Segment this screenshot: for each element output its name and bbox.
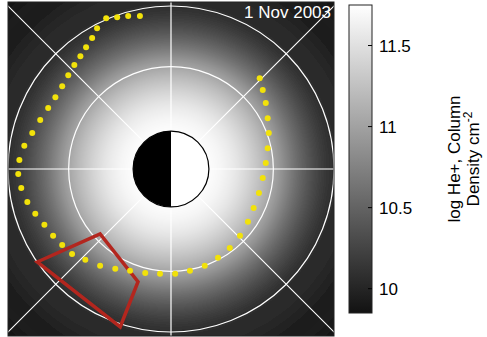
plasmapause-point (265, 115, 271, 121)
colorbar-tick (368, 126, 372, 127)
earth-outline (133, 131, 209, 207)
plasmapause-point (45, 105, 51, 111)
plasmapause-point (65, 72, 71, 78)
plasmapause-point (127, 268, 133, 274)
plasmapause-point (172, 271, 178, 277)
colorbar-tick (368, 288, 372, 289)
colorbar-tick-label: 10.5 (379, 199, 412, 218)
grid-spoke (198, 196, 334, 336)
plasmapause-point (263, 160, 269, 166)
plasmapause-point (256, 190, 262, 196)
plasmapause (15, 13, 272, 277)
plasmapause-point (125, 13, 131, 19)
plasmapause-point (103, 15, 109, 21)
grid-spoke (8, 2, 144, 142)
plasmapause-point (202, 263, 208, 269)
plasmapause-point (71, 62, 77, 68)
grid-spoke (209, 168, 334, 169)
plasmapause-point (227, 245, 233, 251)
plasmapause-point (89, 35, 95, 41)
plasmapause-point (16, 157, 22, 163)
colorbar-label: Density cm-2 (461, 111, 483, 206)
plasmapause-point (245, 219, 251, 225)
plasmapause-point (187, 268, 193, 274)
plasmapause-point (41, 222, 47, 228)
colorbar-label-text: Density cm (464, 122, 483, 206)
plasmapause-point (59, 242, 65, 248)
title: 1 Nov 2003 (244, 3, 331, 22)
image-area (8, 2, 334, 336)
plasmapause-point (83, 44, 89, 50)
plasmapause-point (251, 205, 257, 211)
colorbar: 10 10.5 11 11.5 (349, 5, 412, 313)
plasmapause-point (69, 251, 75, 257)
plasmapause-point (21, 143, 27, 149)
plasmapause-point (15, 171, 21, 177)
plasmapause-point (94, 25, 100, 31)
plasmapause-point (137, 13, 143, 19)
figure: 1 Nov 20031010.51111.5log He+, ColumnDen… (0, 0, 487, 337)
plasmapause-point (37, 117, 43, 123)
plasmapause-point (114, 14, 120, 20)
plasmapause-point (157, 271, 163, 277)
region-outline (37, 234, 138, 327)
grid-spoke (8, 196, 144, 336)
plasmapause-point (82, 257, 88, 263)
grid-spoke (8, 168, 133, 169)
earth-day (171, 131, 209, 207)
plasmapause-point (50, 233, 56, 239)
image-frame (8, 2, 334, 336)
colorbar-tick (368, 207, 372, 208)
plasmapause-point (77, 53, 83, 59)
colorbar-tick-label: 11 (379, 118, 397, 137)
plasmapause-point (32, 211, 38, 217)
density-ring (133, 131, 209, 207)
plasmapause-point (97, 263, 103, 269)
colorbar-tick (368, 45, 372, 46)
grid (8, 2, 334, 336)
plasmapause-point (215, 255, 221, 261)
plasmapause-point (59, 83, 65, 89)
colorbar-tick-label: 10 (379, 280, 398, 299)
grid-spoke (198, 2, 334, 142)
grid-spoke (170, 2, 171, 131)
plasmapause-point (260, 175, 266, 181)
plasmapause-point (260, 87, 266, 93)
colorbar-tick-label: 11.5 (379, 37, 411, 56)
plasmapause-point (266, 130, 272, 136)
plasmapause-point (112, 266, 118, 272)
plasmapause-point (237, 233, 243, 239)
colorbar-scale (349, 5, 372, 313)
colorbar-label-superscript: -2 (461, 111, 475, 122)
plasmapause-point (142, 270, 148, 276)
plasmapause-point (18, 185, 24, 191)
plasmapause-point (263, 100, 269, 106)
plasmapause-point (265, 145, 271, 151)
plasmapause-point (24, 199, 30, 205)
plasmapause-point (257, 75, 263, 81)
plasmapause-point (29, 130, 35, 136)
plasmapause-point (52, 94, 58, 100)
earth-night (133, 131, 171, 207)
grid-spoke (170, 207, 171, 336)
